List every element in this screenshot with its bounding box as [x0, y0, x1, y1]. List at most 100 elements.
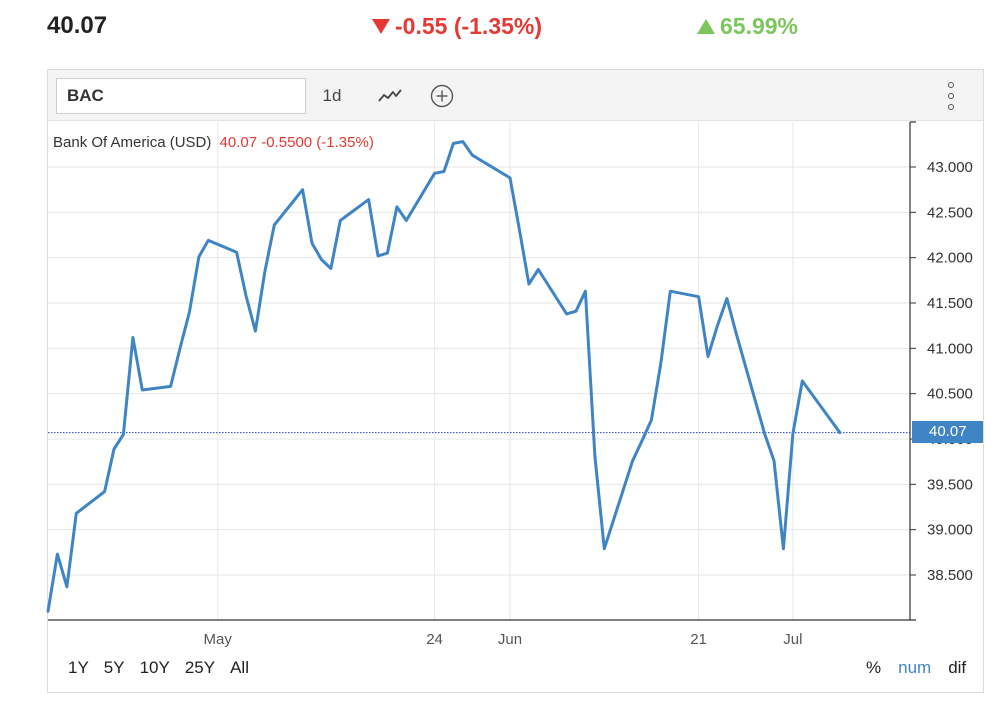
data-point: [593, 455, 596, 458]
data-point: [301, 188, 304, 191]
chart-panel: 1d: [47, 69, 984, 693]
data-point: [575, 310, 578, 313]
data-point: [773, 459, 776, 462]
range-5y-button[interactable]: 5Y: [103, 658, 125, 677]
y-tick-label: 39.500: [927, 476, 973, 493]
data-point: [518, 228, 521, 231]
data-point: [141, 389, 144, 392]
data-point: [725, 297, 728, 300]
data-point: [716, 324, 719, 327]
data-point: [801, 380, 804, 383]
data-point: [461, 140, 464, 143]
axes: [48, 121, 916, 621]
series-line: [46, 140, 842, 613]
data-point: [131, 336, 134, 339]
interval-button[interactable]: 1d: [322, 86, 342, 105]
data-point: [235, 251, 238, 254]
data-point: [311, 242, 314, 245]
data-point: [207, 239, 210, 242]
data-point: [65, 585, 68, 588]
quote-header: 40.07 -0.55 (-1.35%) 65.99%: [0, 0, 1004, 56]
data-point: [75, 512, 78, 515]
add-indicator-button[interactable]: [424, 80, 460, 112]
data-point: [122, 433, 125, 436]
y-tick-label: 43.000: [927, 159, 973, 176]
range-1y-button[interactable]: 1Y: [68, 658, 89, 677]
data-point: [641, 439, 644, 442]
chart-legend: Bank Of America (USD) 40.07 -0.5500 (-1.…: [53, 134, 374, 151]
up-arrow-icon: [697, 19, 715, 34]
data-point: [103, 490, 106, 493]
x-tick-label: May: [204, 631, 233, 648]
num-mode-button[interactable]: num: [898, 658, 932, 677]
data-point: [188, 311, 191, 314]
data-point: [179, 347, 182, 350]
data-point: [707, 355, 710, 358]
data-point: [245, 294, 248, 297]
range-all-button[interactable]: All: [230, 658, 249, 677]
grid-lines: [48, 122, 910, 620]
data-point: [669, 290, 672, 293]
data-point: [565, 312, 568, 315]
data-point: [697, 295, 700, 298]
data-point: [791, 432, 794, 435]
data-point: [659, 361, 662, 364]
range-25y-button[interactable]: 25Y: [184, 658, 216, 677]
chart-type-button[interactable]: [370, 80, 410, 112]
data-point: [386, 252, 389, 255]
dif-mode-button[interactable]: dif: [948, 658, 967, 677]
data-point: [56, 553, 59, 556]
y-tick-label: 41.500: [927, 295, 973, 312]
legend-series-name: Bank Of America (USD): [53, 134, 212, 151]
ytd-change: 65.99%: [697, 13, 798, 40]
y-axis-ticks: 38.50039.00039.50040.00040.50041.00041.5…: [910, 159, 973, 584]
data-point: [263, 270, 266, 273]
y-tick-label: 40.500: [927, 386, 973, 403]
x-tick-label: Jun: [498, 631, 522, 648]
plus-circle-icon: [430, 84, 454, 108]
line-chart-icon: [378, 89, 402, 102]
data-point: [254, 330, 257, 333]
price-change: -0.55 (-1.35%): [372, 13, 542, 40]
last-price-tag: 40.07: [912, 421, 983, 443]
data-point: [405, 219, 408, 222]
data-point: [329, 267, 332, 270]
data-point: [273, 224, 276, 227]
data-point: [471, 154, 474, 157]
range-10y-button[interactable]: 10Y: [139, 658, 170, 677]
data-point: [377, 254, 380, 257]
ytd-change-value: 65.99%: [720, 13, 799, 39]
x-tick-label: 21: [690, 631, 707, 648]
percent-mode-button[interactable]: %: [866, 658, 882, 677]
data-point: [603, 547, 606, 550]
data-point: [735, 332, 738, 335]
range-selector: 1Y 5Y 10Y 25Y All: [68, 658, 264, 678]
data-point: [650, 419, 653, 422]
symbol-input[interactable]: [56, 78, 306, 114]
y-tick-label: 42.500: [927, 204, 973, 221]
data-point: [367, 198, 370, 201]
data-point: [631, 459, 634, 462]
y-tick-label: 38.500: [927, 567, 973, 584]
data-point: [433, 172, 436, 175]
series-layer: [46, 140, 910, 613]
y-tick-label: 39.000: [927, 522, 973, 539]
data-point: [197, 255, 200, 258]
more-menu-icon[interactable]: [944, 82, 958, 110]
chart-toolbar: 1d: [48, 70, 983, 121]
data-point: [763, 432, 766, 435]
legend-series-values: 40.07 -0.5500 (-1.35%): [219, 134, 374, 151]
data-point: [47, 610, 50, 613]
data-point: [452, 142, 455, 145]
data-point: [537, 268, 540, 271]
data-point: [395, 205, 398, 208]
data-point: [113, 448, 116, 451]
x-tick-label: Jul: [783, 631, 802, 648]
y-tick-label: 42.000: [927, 250, 973, 267]
data-point: [320, 258, 323, 261]
display-mode-selector: % num dif: [866, 658, 966, 678]
y-tick-label: 41.000: [927, 340, 973, 357]
price-change-value: -0.55 (-1.35%): [395, 13, 543, 39]
x-axis-ticks: May 24 Jun 21 Jul: [204, 631, 803, 648]
